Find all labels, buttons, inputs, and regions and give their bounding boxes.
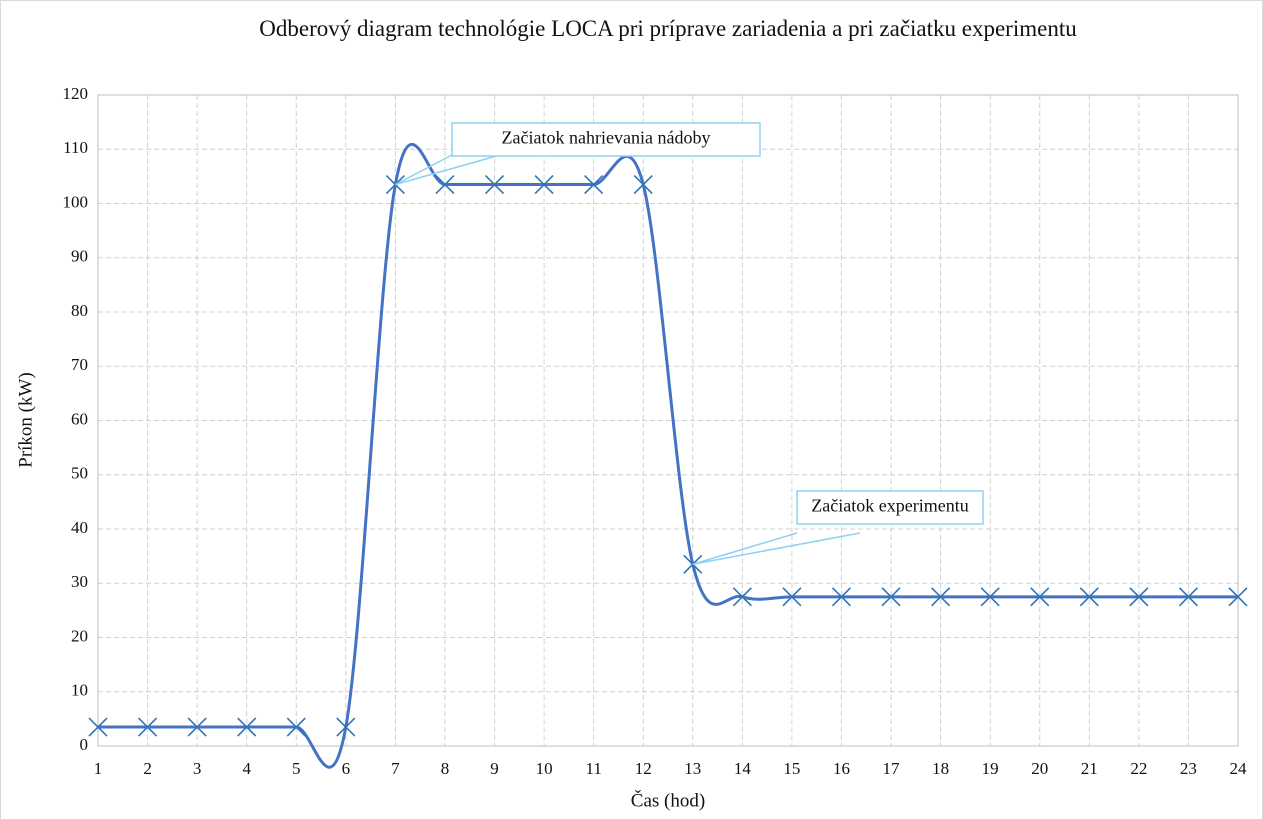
x-tick-label: 15	[783, 759, 800, 778]
marker	[1129, 587, 1149, 607]
marker	[484, 174, 505, 195]
x-tick-label: 6	[342, 759, 351, 778]
marker	[1079, 587, 1099, 607]
x-tick-label: 10	[536, 759, 553, 778]
marker	[435, 174, 455, 195]
y-tick-label: 80	[71, 301, 88, 320]
x-tick-label: 14	[734, 759, 752, 778]
marker	[584, 174, 604, 195]
x-tick-label: 22	[1130, 759, 1147, 778]
x-tick-label: 24	[1230, 759, 1248, 778]
y-tick-label: 40	[71, 518, 88, 537]
marker	[881, 587, 901, 607]
x-tick-label: 23	[1180, 759, 1197, 778]
marker	[633, 174, 653, 195]
callout-pointer	[692, 532, 861, 565]
y-tick-label: 70	[71, 355, 88, 374]
marker	[187, 717, 207, 737]
annotation: Začiatok nahrievania nádoby	[502, 128, 711, 148]
x-tick-label: 8	[441, 759, 450, 778]
series-line	[98, 142, 1238, 769]
marker	[980, 587, 1000, 607]
x-tick-label: 2	[143, 759, 152, 778]
callout-box	[451, 122, 761, 157]
y-tick-label: 30	[71, 572, 88, 591]
marker	[782, 587, 802, 607]
marker	[1030, 587, 1050, 607]
callout-pointer	[395, 154, 501, 186]
x-tick-label: 17	[883, 759, 901, 778]
x-tick-label: 9	[490, 759, 499, 778]
chart-title: Odberový diagram technológie LOCA pri pr…	[259, 16, 1077, 41]
marker	[336, 717, 356, 737]
x-tick-label: 20	[1031, 759, 1048, 778]
marker	[237, 717, 257, 737]
y-tick-label: 10	[71, 681, 88, 700]
x-tick-label: 19	[982, 759, 999, 778]
marker	[1178, 587, 1198, 607]
y-tick-label: 90	[71, 247, 88, 266]
y-tick-label: 60	[71, 409, 88, 428]
x-tick-label: 1	[94, 759, 103, 778]
x-tick-label: 13	[684, 759, 701, 778]
x-axis-label: Čas (hod)	[631, 789, 705, 811]
marker	[831, 587, 852, 607]
callout-box	[796, 490, 984, 525]
marker	[286, 717, 306, 737]
y-tick-label: 0	[80, 735, 89, 754]
y-axis-label: Príkon (kW)	[15, 372, 36, 468]
y-tick-label: 20	[71, 626, 88, 645]
x-tick-label: 4	[242, 759, 251, 778]
x-tick-label: 7	[391, 759, 400, 778]
marker	[137, 717, 158, 737]
x-tick-label: 16	[833, 759, 850, 778]
marker	[732, 587, 752, 607]
marker	[1228, 587, 1248, 607]
marker	[88, 717, 108, 737]
marker	[534, 174, 554, 195]
annotation: Začiatok experimentu	[811, 496, 968, 516]
y-tick-label: 120	[63, 84, 89, 103]
plot-border	[97, 94, 1239, 747]
x-tick-label: 11	[585, 759, 601, 778]
x-tick-label: 18	[932, 759, 949, 778]
x-tick-label: 3	[193, 759, 202, 778]
x-tick-label: 5	[292, 759, 301, 778]
x-tick-label: 12	[635, 759, 652, 778]
y-tick-label: 100	[63, 192, 89, 211]
x-tick-label: 21	[1081, 759, 1098, 778]
y-tick-label: 110	[63, 138, 88, 157]
marker	[931, 587, 951, 607]
y-tick-label: 50	[71, 464, 88, 483]
